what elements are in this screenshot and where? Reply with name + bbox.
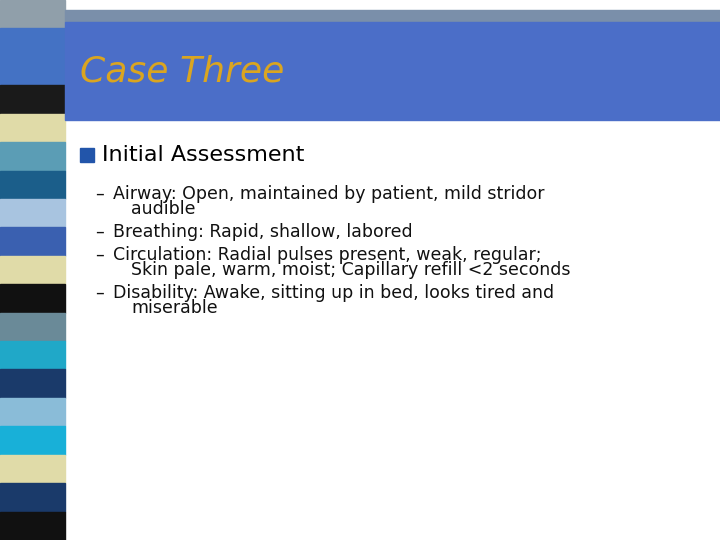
Text: –: –	[95, 185, 104, 203]
Text: Skin pale, warm, moist; Capillary refill <2 seconds: Skin pale, warm, moist; Capillary refill…	[131, 261, 570, 279]
Bar	[0, 114, 65, 142]
Text: Case Three: Case Three	[80, 54, 284, 88]
Bar	[0, 171, 65, 199]
Text: Initial Assessment: Initial Assessment	[102, 145, 305, 165]
Bar	[0, 369, 65, 398]
Bar	[0, 57, 65, 85]
Text: Circulation: Radial pulses present, weak, regular;: Circulation: Radial pulses present, weak…	[113, 246, 541, 264]
Bar	[0, 511, 65, 540]
Text: Disability: Awake, sitting up in bed, looks tired and: Disability: Awake, sitting up in bed, lo…	[113, 284, 554, 302]
Bar	[0, 483, 65, 511]
Bar	[0, 455, 65, 483]
Bar	[0, 29, 65, 57]
Bar	[0, 284, 65, 313]
Bar	[80, 148, 94, 162]
Bar	[0, 256, 65, 284]
Text: –: –	[95, 223, 104, 241]
Bar	[0, 142, 65, 171]
Text: –: –	[95, 246, 104, 264]
Bar	[0, 426, 65, 455]
Bar	[0, 313, 65, 341]
Text: audible: audible	[131, 200, 196, 218]
Text: miserable: miserable	[131, 299, 217, 317]
Bar	[65, 22, 720, 120]
Bar	[0, 85, 65, 114]
Text: –: –	[95, 284, 104, 302]
Bar	[0, 398, 65, 426]
Bar	[0, 0, 65, 29]
Bar	[0, 341, 65, 369]
Text: Breathing: Rapid, shallow, labored: Breathing: Rapid, shallow, labored	[113, 223, 413, 241]
Text: Airway: Open, maintained by patient, mild stridor: Airway: Open, maintained by patient, mil…	[113, 185, 544, 203]
Bar	[65, 10, 720, 22]
Bar	[0, 227, 65, 256]
Bar	[0, 199, 65, 227]
